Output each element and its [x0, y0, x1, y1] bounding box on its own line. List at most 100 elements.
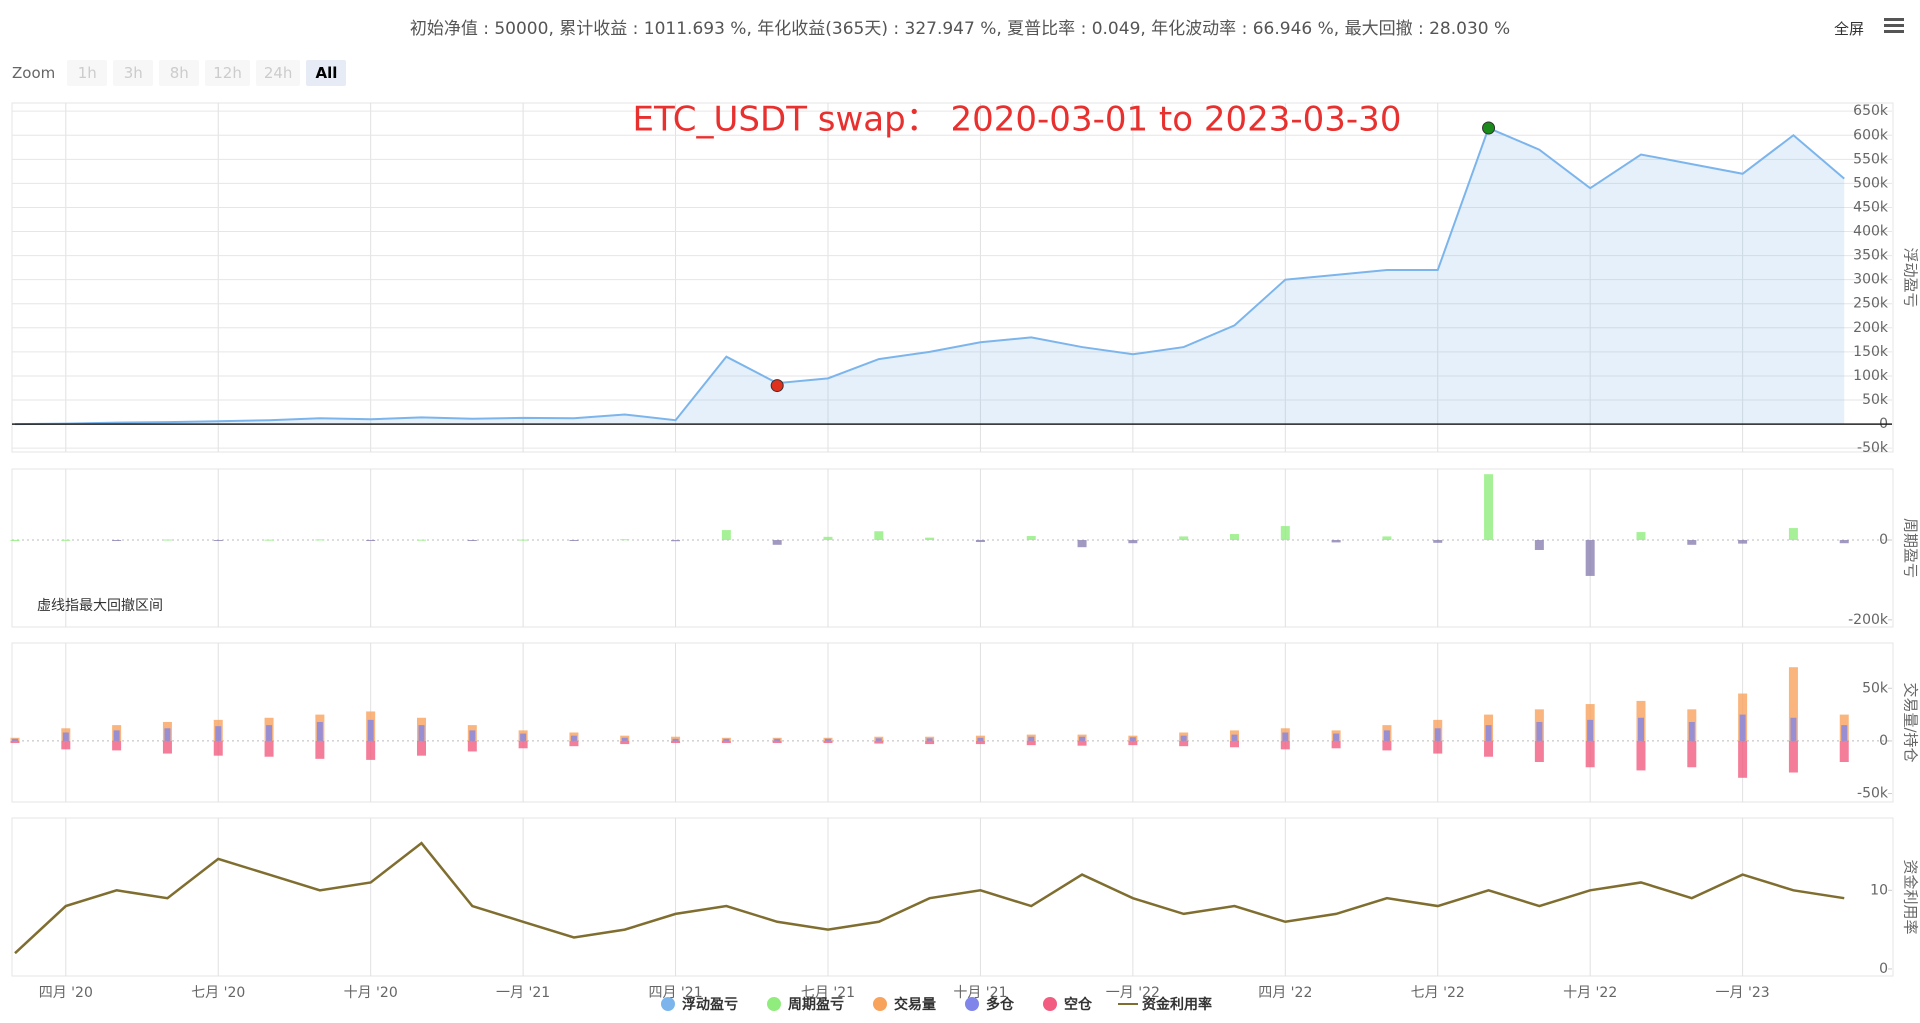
zoom-button[interactable]: 1h — [67, 60, 108, 86]
panel-frame — [11, 102, 1894, 453]
bar — [925, 537, 935, 541]
bar — [1534, 740, 1544, 762]
bar — [1077, 540, 1087, 548]
y-tick-label: 500k — [1853, 175, 1889, 191]
y-tick-label: -50k — [1857, 786, 1889, 802]
bar — [1788, 740, 1798, 773]
legend-label: 周期盈亏 — [788, 997, 844, 1013]
zoom-button[interactable]: All — [306, 60, 347, 86]
legend-symbol — [965, 997, 979, 1011]
bar — [213, 540, 223, 542]
bar — [416, 740, 426, 756]
bar — [1434, 728, 1441, 741]
bar — [518, 539, 528, 541]
bar — [518, 740, 528, 749]
x-tick-label: 七月 '22 — [1411, 985, 1465, 1001]
bar — [1739, 714, 1746, 741]
bar — [772, 740, 782, 744]
bar — [723, 738, 730, 741]
bar — [1433, 740, 1443, 754]
zoom-button[interactable]: 8h — [159, 60, 200, 86]
line — [14, 126, 1845, 426]
bar — [823, 536, 833, 541]
bar — [520, 733, 527, 741]
bar — [1079, 736, 1086, 741]
bar — [823, 740, 833, 744]
bar — [975, 540, 985, 543]
bar — [1841, 725, 1848, 741]
y-tick-label: 200k — [1853, 320, 1889, 336]
bar — [772, 540, 782, 545]
bar — [1687, 540, 1697, 545]
y-axis-title: 资金利用率 — [1902, 859, 1920, 934]
y-axis-title: 交易量/持仓 — [1902, 682, 1920, 762]
x-tick-label: 四月 '21 — [648, 985, 702, 1001]
bar — [1688, 721, 1695, 741]
bar — [1382, 740, 1392, 751]
bar — [113, 730, 120, 741]
bar — [1637, 717, 1644, 741]
bar — [721, 530, 731, 541]
bar — [215, 726, 222, 741]
bar — [620, 539, 630, 541]
bar — [620, 740, 630, 745]
bar — [672, 738, 679, 741]
bar — [1229, 740, 1239, 748]
area-fill — [15, 128, 1845, 425]
stats-line: 初始净值 : 50000, 累计收益 : 1011.693 %, 年化收益(36… — [409, 19, 1511, 39]
bar — [112, 540, 122, 542]
y-tick-label: 150k — [1853, 344, 1889, 360]
bar — [721, 740, 731, 744]
y-tick-label: -50k — [1857, 440, 1889, 456]
y-tick-label: 0 — [1879, 961, 1888, 977]
bar — [1231, 734, 1238, 741]
menu-button[interactable] — [1884, 18, 1904, 34]
bar — [1028, 736, 1035, 741]
fullscreen-button[interactable]: 全屏 — [1834, 20, 1865, 38]
bar — [925, 740, 935, 745]
bar — [1788, 667, 1798, 741]
y-tick-label: 450k — [1853, 199, 1889, 215]
bar — [926, 738, 933, 741]
bar — [569, 540, 579, 542]
x-tick-label: 四月 '22 — [1258, 985, 1312, 1001]
panel-frame — [11, 642, 1894, 803]
bar — [671, 540, 681, 542]
bar — [1585, 540, 1595, 576]
bar — [1484, 740, 1494, 757]
bar — [164, 728, 171, 741]
bar — [1383, 730, 1390, 741]
bar — [61, 740, 71, 750]
bar — [1534, 540, 1544, 550]
x-tick-label: 七月 '20 — [191, 985, 245, 1001]
y-axis-title: 浮动盈亏 — [1902, 247, 1920, 307]
bar — [366, 740, 376, 760]
x-tick-label: 十月 '21 — [953, 985, 1007, 1001]
bar — [162, 740, 172, 754]
y-tick-label: 550k — [1853, 151, 1889, 167]
bar — [1180, 735, 1187, 741]
bar — [1484, 474, 1494, 541]
bar — [874, 740, 884, 744]
bar — [1280, 526, 1290, 541]
x-tick-label: 十月 '22 — [1563, 985, 1617, 1001]
zoom-button[interactable]: 24h — [255, 60, 301, 86]
bar — [570, 735, 577, 741]
bar — [264, 740, 274, 757]
bar — [875, 738, 882, 741]
y-tick-label: 250k — [1853, 296, 1889, 312]
y-tick-label: 650k — [1853, 103, 1889, 119]
bar — [1077, 740, 1087, 746]
bar — [1229, 534, 1239, 541]
x-tick-label: 一月 '21 — [496, 985, 550, 1001]
bar — [62, 732, 69, 741]
bar — [1839, 740, 1849, 762]
bar — [213, 740, 223, 756]
panel-frame — [11, 817, 1894, 977]
bar — [1433, 540, 1443, 543]
bar — [469, 730, 476, 741]
zoom-button[interactable]: 3h — [113, 60, 154, 86]
zoom-button[interactable]: 12h — [205, 60, 250, 86]
y-tick-label: 600k — [1853, 127, 1889, 143]
